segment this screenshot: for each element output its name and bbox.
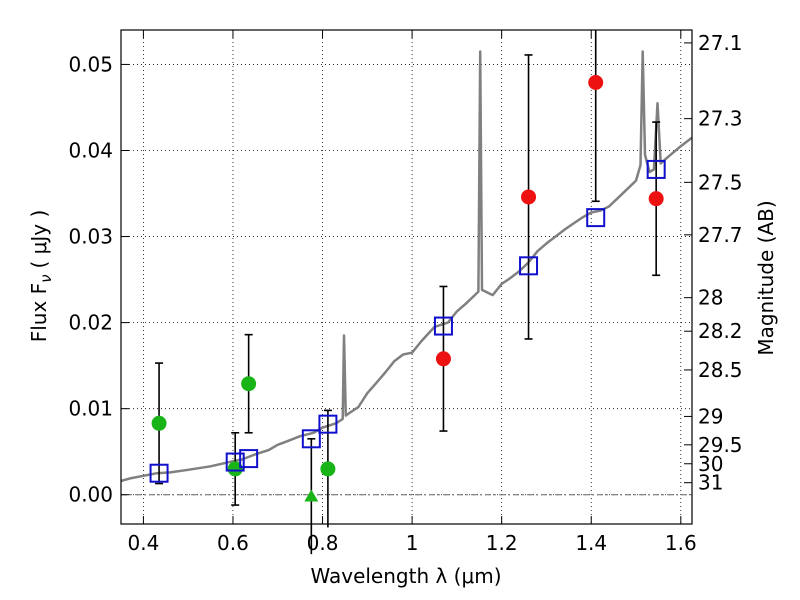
data-point-square <box>433 316 453 336</box>
marker-layer <box>149 74 666 502</box>
errorbar-layer <box>155 30 661 555</box>
y-tick-label: 0.02 <box>68 311 113 335</box>
data-point-circle <box>241 376 257 392</box>
y-tick-label: 0.04 <box>68 138 113 162</box>
x-tick-label: 1.2 <box>486 531 518 555</box>
y-tick-label: 0.00 <box>68 483 113 507</box>
data-point-circle <box>648 191 664 207</box>
x-tick-label: 1.4 <box>575 531 607 555</box>
data-point-circle <box>227 461 243 477</box>
data-point-square <box>149 463 169 483</box>
plot-frame <box>120 29 693 525</box>
data-point-square <box>239 449 259 469</box>
y2-tick-label: 31 <box>698 471 723 495</box>
y2-tick-label: 27.1 <box>698 31 743 55</box>
data-point-triangle <box>304 489 319 502</box>
y-axis-label-text: Flux F <box>27 283 51 342</box>
x-axis-label: Wavelength λ (μm) <box>310 564 501 588</box>
y-axis-label: Flux Fν ( μJy ) <box>27 210 55 343</box>
data-point-square <box>586 208 606 228</box>
y2-axis-label: Magnitude (AB) <box>754 200 778 355</box>
model-sed-layer <box>120 50 693 483</box>
model-sed-line <box>120 50 693 483</box>
data-point-circle <box>435 351 451 367</box>
y2-tick-label: 28.2 <box>698 319 743 343</box>
data-point-circle <box>521 189 537 205</box>
x-tick-label: 0.6 <box>217 531 249 555</box>
x-tick-label: 0.8 <box>307 531 339 555</box>
data-point-square <box>519 256 539 276</box>
x-tick-label: 1 <box>406 531 419 555</box>
y-tick-label: 0.05 <box>68 52 113 76</box>
y2-tick-label: 27.3 <box>698 107 743 131</box>
y2-tick-label: 28 <box>698 286 723 310</box>
y-tick-label: 0.03 <box>68 225 113 249</box>
y2-tick-label: 30 <box>698 452 723 476</box>
tick-layer: 0.4 0.6 0.8 1 1.2 1.4 1.6 0.00 0.01 0.02 0.03 0.04 0… <box>68 30 743 555</box>
y2-tick-label: 29.5 <box>698 433 743 457</box>
data-point-square <box>301 429 321 449</box>
y2-tick-label: 28.5 <box>698 358 743 382</box>
data-point-square <box>646 159 666 179</box>
y-axis-label-symbol: ν <box>37 274 55 282</box>
data-point-circle <box>588 74 604 90</box>
y2-tick-label: 27.5 <box>698 170 743 194</box>
data-point-circle <box>320 461 336 477</box>
x-tick-label: 1.6 <box>665 531 697 555</box>
x-tick-label: 0.4 <box>127 531 159 555</box>
y2-tick-label: 29 <box>698 404 723 428</box>
y-axis-label-unit: ( μJy ) <box>27 210 51 269</box>
data-point-square <box>225 452 245 472</box>
y-tick-label: 0.01 <box>68 397 113 421</box>
y2-tick-label: 27.7 <box>698 223 743 247</box>
data-point-square <box>318 414 338 434</box>
grid <box>121 30 692 524</box>
data-point-circle <box>151 415 167 431</box>
